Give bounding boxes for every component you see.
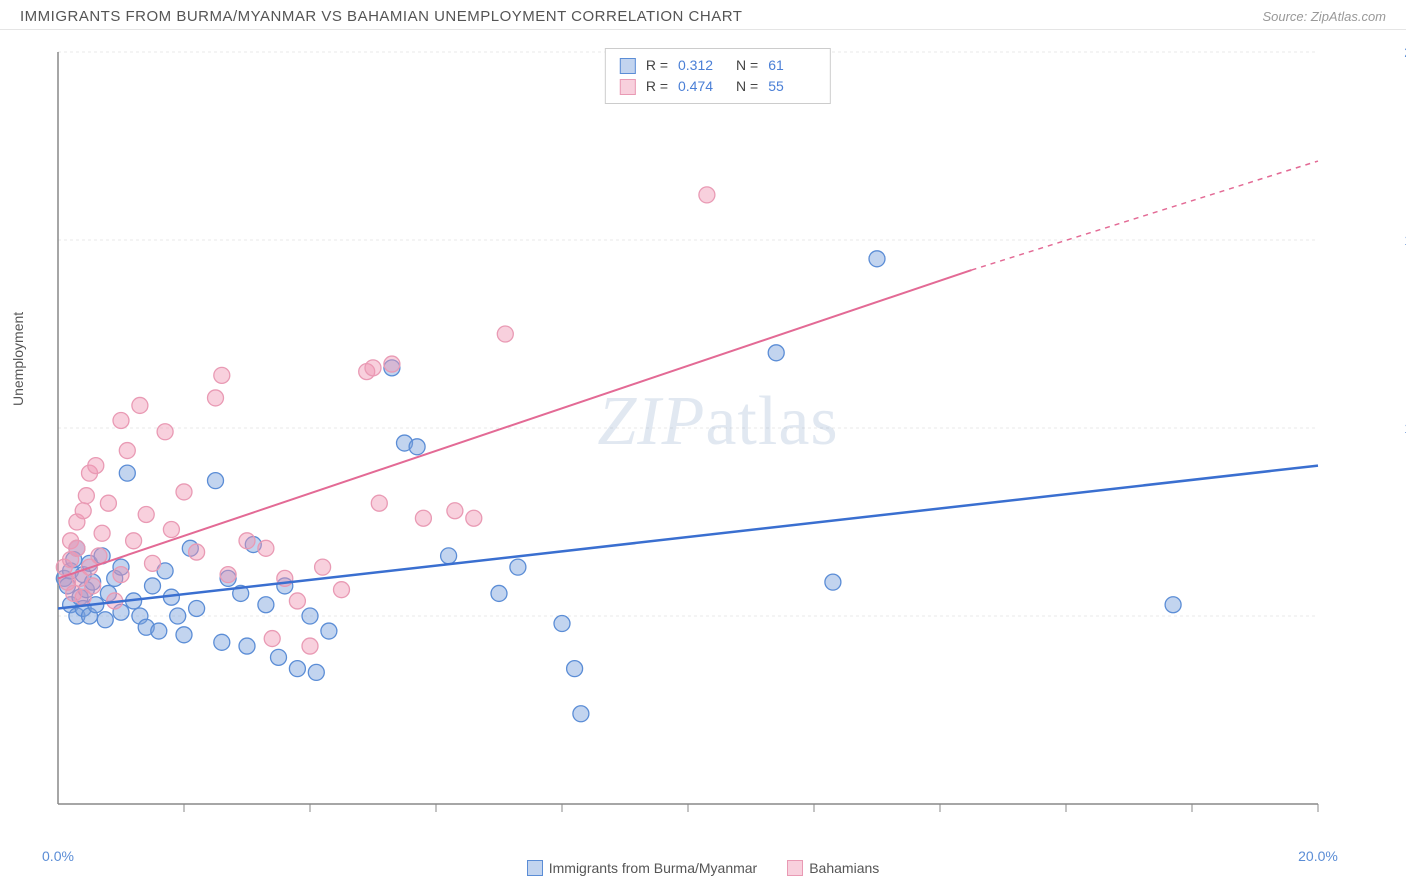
legend-label: Immigrants from Burma/Myanmar: [549, 860, 757, 876]
n-value: 55: [768, 76, 816, 97]
swatch-icon: [620, 58, 636, 74]
r-label: R =: [646, 76, 668, 97]
chart-title: IMMIGRANTS FROM BURMA/MYANMAR VS BAHAMIA…: [20, 8, 742, 25]
title-bar: IMMIGRANTS FROM BURMA/MYANMAR VS BAHAMIA…: [0, 0, 1406, 30]
n-label: N =: [736, 55, 758, 76]
scatter-plot: [48, 42, 1388, 834]
stats-row-burma: R = 0.312 N = 61: [620, 55, 816, 76]
legend-item-bahamians: Bahamians: [787, 860, 879, 876]
stats-row-bahamians: R = 0.474 N = 55: [620, 76, 816, 97]
chart-area: ZIPatlas Unemployment 5.0%10.0%15.0%20.0…: [48, 42, 1388, 834]
n-value: 61: [768, 55, 816, 76]
legend-item-burma: Immigrants from Burma/Myanmar: [527, 860, 757, 876]
swatch-icon: [527, 860, 543, 876]
source-label: Source: ZipAtlas.com: [1262, 9, 1386, 24]
y-axis-label: Unemployment: [10, 312, 26, 406]
r-label: R =: [646, 55, 668, 76]
swatch-icon: [620, 79, 636, 95]
r-value: 0.312: [678, 55, 726, 76]
swatch-icon: [787, 860, 803, 876]
legend: Immigrants from Burma/Myanmar Bahamians: [0, 860, 1406, 876]
legend-label: Bahamians: [809, 860, 879, 876]
stats-box: R = 0.312 N = 61 R = 0.474 N = 55: [605, 48, 831, 104]
n-label: N =: [736, 76, 758, 97]
r-value: 0.474: [678, 76, 726, 97]
